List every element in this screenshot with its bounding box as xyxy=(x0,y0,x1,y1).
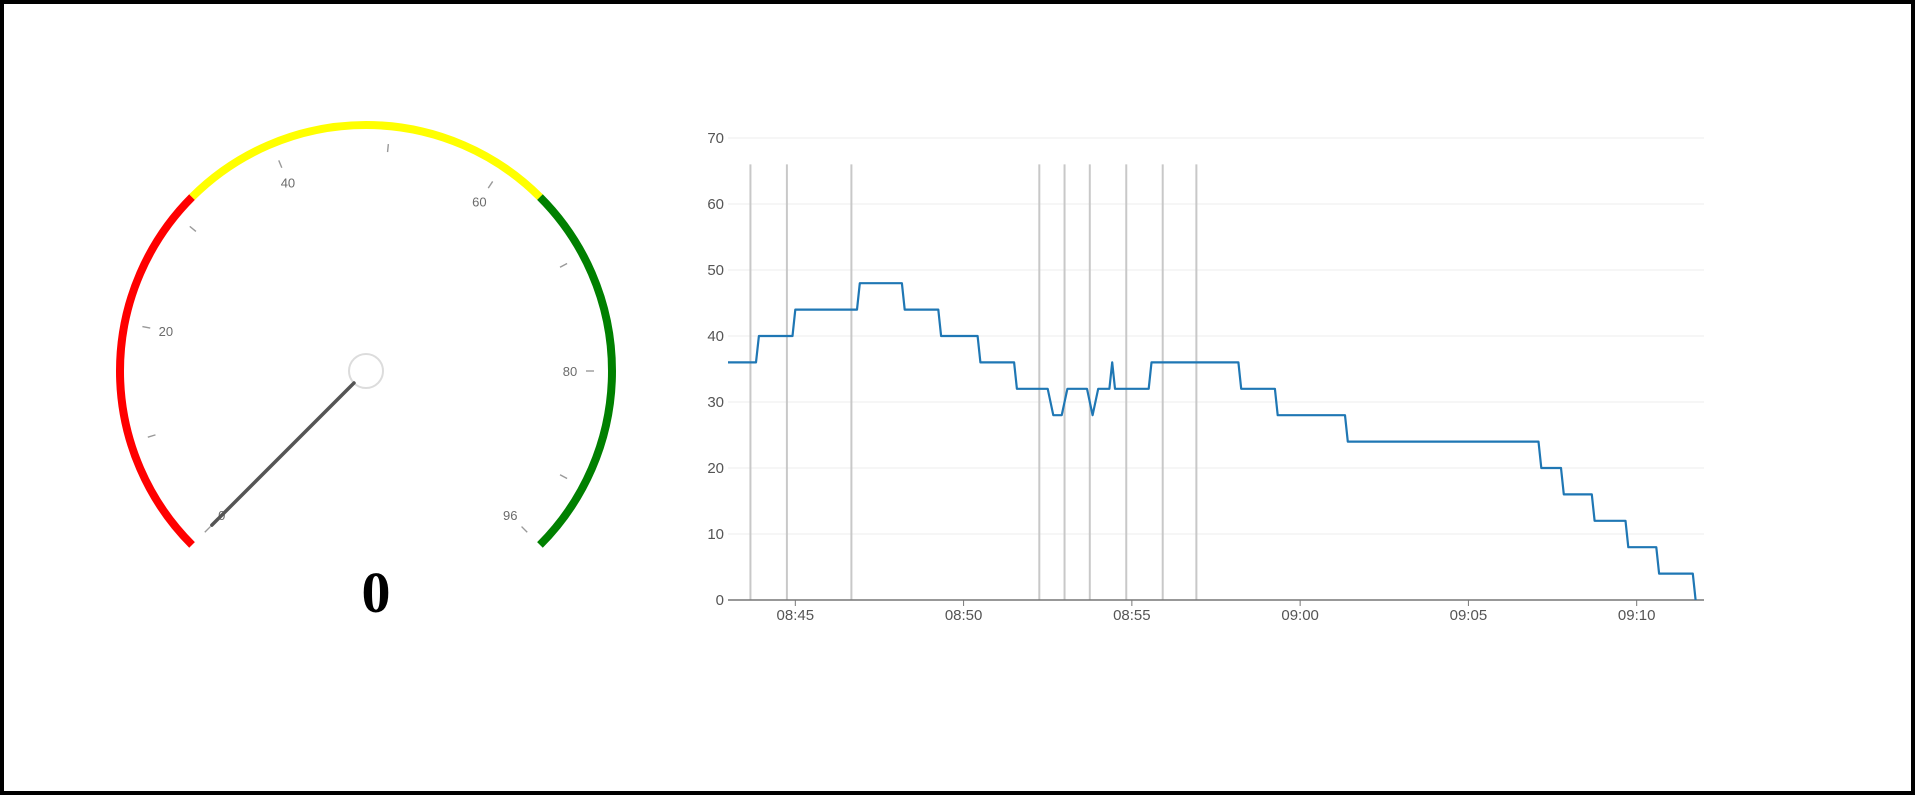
x-tick-label: 09:00 xyxy=(1281,607,1319,624)
gauge-needle xyxy=(210,381,356,527)
gauge-tick xyxy=(386,144,390,153)
y-tick-label: 70 xyxy=(707,130,724,147)
gauge-tick-label: 40 xyxy=(281,176,295,191)
chart-gridlines xyxy=(728,137,1704,601)
gauge-tick xyxy=(204,526,211,533)
gauge-tick-label: 20 xyxy=(159,324,173,339)
y-tick-label: 30 xyxy=(707,394,724,411)
chart-y-axis: 0 10 20 30 40 50 60 70 xyxy=(707,130,724,609)
gauge-value-readout: 0 xyxy=(362,560,391,625)
gauge-tick-label: 80 xyxy=(563,364,577,379)
gauge-tick xyxy=(142,325,151,329)
y-tick-label: 40 xyxy=(707,328,724,345)
gauge-tick-labels: 02040608096 xyxy=(159,176,578,524)
gauge-needle-hub xyxy=(348,353,384,389)
x-tick-label: 08:50 xyxy=(945,607,983,624)
gauge-ticks xyxy=(142,144,594,533)
gauge-tick-label: 96 xyxy=(503,508,517,523)
x-tick-label: 08:55 xyxy=(1113,607,1151,624)
y-tick-label: 20 xyxy=(707,460,724,477)
gauge-tick xyxy=(559,262,568,268)
gauge-tick xyxy=(487,181,494,189)
speed-gauge: 02040608096 0 xyxy=(116,121,616,625)
gauge-tick xyxy=(278,160,283,169)
gauge-color-bands xyxy=(116,121,616,548)
y-tick-label: 60 xyxy=(707,196,724,213)
gauge-band-0 xyxy=(116,194,195,548)
gauge-band-1 xyxy=(189,121,543,200)
x-tick-label: 08:45 xyxy=(777,607,815,624)
chart-x-axis: 08:45 08:50 08:55 09:00 09:05 09:10 xyxy=(728,599,1704,624)
gauge-band-2 xyxy=(537,194,616,548)
y-tick-label: 0 xyxy=(716,592,724,609)
y-tick-label: 10 xyxy=(707,526,724,543)
gauge-tick xyxy=(521,526,528,533)
gauge-tick-label: 60 xyxy=(472,194,486,209)
chart-series-line xyxy=(728,282,1697,601)
y-tick-label: 50 xyxy=(707,262,724,279)
x-tick-label: 09:10 xyxy=(1618,607,1656,624)
gauge-tick xyxy=(559,474,568,480)
gauge-tick xyxy=(189,225,197,232)
chart-event-lines xyxy=(749,164,1198,600)
x-tick-label: 09:05 xyxy=(1450,607,1488,624)
gauge-tick xyxy=(147,434,156,438)
